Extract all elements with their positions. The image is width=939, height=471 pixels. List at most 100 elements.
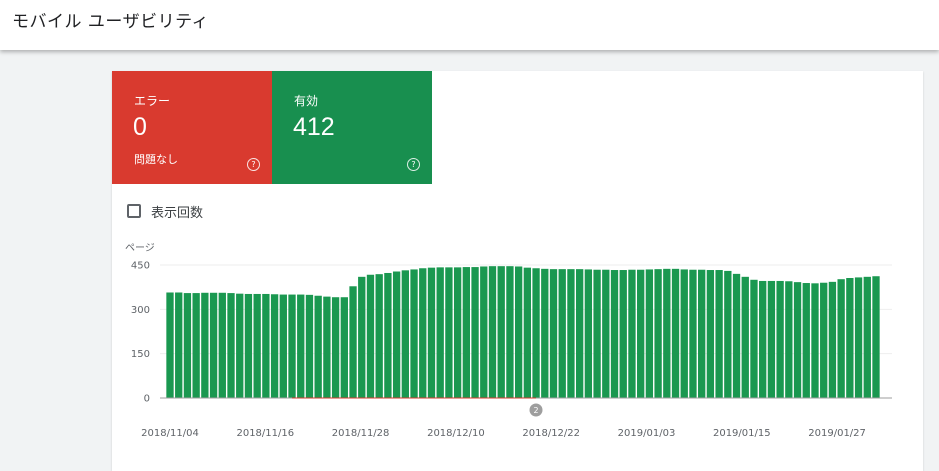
bar[interactable] — [279, 294, 287, 398]
valid-label: 有効 — [294, 94, 319, 108]
bar[interactable] — [218, 292, 226, 398]
bar[interactable] — [680, 269, 688, 398]
bar[interactable] — [637, 269, 645, 398]
error-summary-tile[interactable]: エラー 0 問題なし ? — [112, 71, 272, 184]
bar[interactable] — [610, 270, 619, 398]
bar[interactable] — [776, 280, 784, 398]
bar[interactable] — [532, 268, 540, 398]
x-tick-label: 2018/12/10 — [427, 428, 485, 439]
bar[interactable] — [698, 269, 706, 398]
bar[interactable] — [750, 279, 758, 398]
bar[interactable] — [584, 269, 593, 398]
bar[interactable] — [358, 276, 366, 398]
bar[interactable] — [270, 294, 279, 398]
error-label: エラー — [134, 94, 171, 108]
bar[interactable] — [558, 269, 566, 398]
help-icon[interactable]: ? — [407, 158, 420, 171]
bar[interactable] — [619, 270, 627, 398]
bar[interactable] — [314, 295, 322, 398]
bar[interactable] — [689, 269, 697, 398]
bar[interactable] — [427, 267, 436, 398]
bar[interactable] — [872, 276, 880, 398]
bar[interactable] — [410, 269, 418, 398]
bar[interactable] — [453, 267, 462, 398]
bar[interactable] — [593, 269, 601, 398]
bar[interactable] — [471, 267, 479, 398]
x-tick-label: 2018/11/28 — [332, 428, 390, 439]
bar[interactable] — [366, 274, 375, 398]
bar[interactable] — [854, 277, 863, 398]
bar[interactable] — [192, 293, 200, 398]
bar[interactable] — [506, 266, 514, 398]
bar[interactable] — [480, 266, 488, 398]
bar[interactable] — [837, 279, 845, 398]
bar[interactable] — [462, 267, 470, 398]
bar[interactable] — [820, 282, 828, 398]
bar[interactable] — [244, 293, 253, 398]
bar[interactable] — [671, 268, 680, 398]
annotation-marker[interactable] — [529, 403, 543, 417]
bar[interactable] — [253, 293, 261, 398]
bar[interactable] — [724, 270, 732, 398]
bar[interactable] — [706, 270, 715, 398]
bar[interactable] — [654, 269, 662, 398]
bar[interactable] — [811, 283, 819, 398]
page-title: モバイル ユーザビリティ — [12, 12, 210, 32]
x-tick-label: 2018/11/16 — [236, 428, 294, 439]
error-status: 問題なし — [134, 153, 178, 166]
bar[interactable] — [209, 292, 218, 398]
bar[interactable] — [541, 268, 549, 398]
y-tick-label: 0 — [144, 394, 150, 405]
bar[interactable] — [602, 269, 610, 398]
bar[interactable] — [663, 268, 671, 398]
bar[interactable] — [863, 276, 871, 398]
bar[interactable] — [802, 283, 810, 398]
bar[interactable] — [715, 270, 723, 398]
bar[interactable] — [741, 276, 749, 398]
impressions-toggle[interactable]: 表示回数 — [127, 201, 203, 221]
bar[interactable] — [183, 293, 192, 398]
valid-summary-tile[interactable]: 有効 412 ? — [272, 71, 432, 184]
bar[interactable] — [236, 293, 244, 398]
bar[interactable] — [767, 280, 776, 398]
bar[interactable] — [419, 268, 427, 398]
bar[interactable] — [305, 294, 314, 398]
bar[interactable] — [793, 282, 802, 398]
bar[interactable] — [331, 297, 340, 398]
bar[interactable] — [436, 267, 444, 398]
bar[interactable] — [297, 294, 305, 398]
bar[interactable] — [523, 267, 532, 398]
bar[interactable] — [262, 293, 270, 398]
impressions-checkbox[interactable] — [127, 204, 141, 218]
bar[interactable] — [392, 271, 401, 399]
bar[interactable] — [445, 267, 453, 398]
app-header: モバイル ユーザビリティ — [0, 0, 939, 50]
bar[interactable] — [497, 266, 505, 398]
x-tick-label: 2019/01/03 — [618, 428, 676, 439]
bar[interactable] — [759, 280, 767, 398]
bar[interactable] — [349, 286, 357, 398]
bar[interactable] — [828, 281, 837, 398]
bar[interactable] — [340, 297, 348, 398]
bar[interactable] — [401, 270, 409, 398]
bar[interactable] — [323, 296, 331, 398]
bar[interactable] — [488, 266, 497, 398]
bar[interactable] — [375, 274, 383, 398]
bar[interactable] — [645, 269, 654, 398]
bar[interactable] — [549, 269, 558, 398]
bar[interactable] — [628, 269, 636, 398]
bar[interactable] — [514, 266, 523, 398]
bar[interactable] — [166, 292, 174, 398]
bar[interactable] — [567, 269, 575, 398]
bar[interactable] — [785, 281, 793, 398]
help-icon[interactable]: ? — [247, 158, 260, 171]
bar[interactable] — [201, 292, 209, 398]
bar[interactable] — [575, 269, 584, 398]
y-axis-title: ページ — [125, 243, 155, 254]
bar[interactable] — [288, 294, 296, 398]
bar[interactable] — [175, 292, 183, 398]
bar[interactable] — [846, 278, 854, 398]
bar[interactable] — [227, 293, 235, 398]
bar[interactable] — [384, 272, 392, 398]
bar[interactable] — [732, 273, 741, 398]
